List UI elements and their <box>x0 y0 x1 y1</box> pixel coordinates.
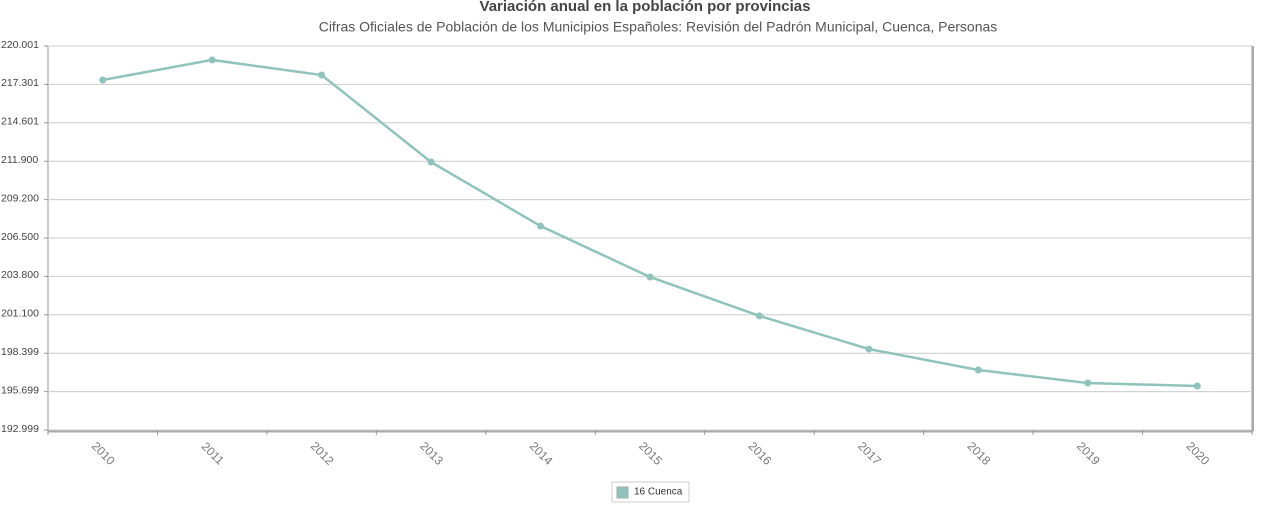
x-tick-label: 2013 <box>417 439 446 468</box>
x-tick-label: 2012 <box>308 439 337 468</box>
legend-box <box>611 481 690 503</box>
data-point <box>1193 382 1201 390</box>
x-tick-label: 2018 <box>965 439 994 468</box>
data-point <box>537 222 545 230</box>
data-point <box>865 345 873 353</box>
x-tick-label: 2010 <box>89 439 118 468</box>
data-point <box>427 158 435 166</box>
x-tick-label: 2011 <box>199 439 227 467</box>
x-tick-label: 2016 <box>746 439 775 468</box>
legend: 16 Cuenca <box>611 481 690 503</box>
data-point <box>208 56 216 64</box>
series-line <box>102 58 1198 388</box>
y-tick-label: 220.001 <box>1 39 39 51</box>
data-point <box>974 366 982 374</box>
y-tick-label: 198.399 <box>1 346 39 358</box>
y-tick-label: 217.301 <box>1 77 39 89</box>
data-point <box>318 71 326 79</box>
x-tick-label: 2015 <box>636 439 665 468</box>
data-point <box>1084 379 1092 387</box>
y-tick-label: 201.100 <box>1 308 39 320</box>
y-tick-label: 192.999 <box>1 423 39 435</box>
x-tick-label: 2019 <box>1074 439 1103 468</box>
y-tick-label: 214.601 <box>1 116 39 128</box>
y-tick-label: 195.699 <box>1 384 39 396</box>
data-point <box>99 76 107 84</box>
legend-label: 16 Cuenca <box>634 487 683 498</box>
data-point <box>646 273 654 281</box>
y-tick-label: 203.800 <box>1 269 39 281</box>
x-tick-label: 2014 <box>527 439 556 468</box>
legend-swatch <box>616 486 629 499</box>
x-tick-label: 2017 <box>855 439 884 468</box>
x-tick-label: 2020 <box>1183 439 1212 468</box>
data-point <box>755 312 763 320</box>
chart-subtitle: Cifras Oficiales de Población de los Mun… <box>319 19 998 35</box>
chart-title: Variación anual en la población por prov… <box>480 0 811 15</box>
y-tick-label: 209.200 <box>1 192 39 204</box>
y-tick-label: 206.500 <box>1 231 39 243</box>
y-tick-label: 211.900 <box>1 154 38 166</box>
